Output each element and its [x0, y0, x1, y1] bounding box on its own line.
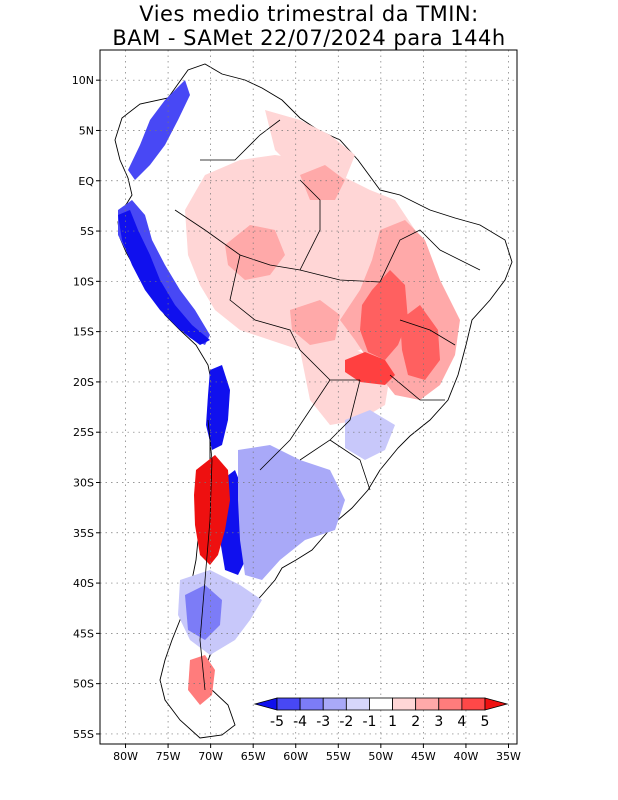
map-area: [100, 50, 517, 744]
anomaly-mid-blue-patagonia: [185, 585, 222, 640]
lon-tick-label: 50W: [368, 750, 393, 763]
colorbar-label: 2: [411, 714, 420, 730]
anomaly-light-red-guiana: [265, 110, 355, 185]
colorbar: -5 -4 -3 -2 -1 1 2 3 4 5: [253, 697, 509, 730]
colorbar-label: 4: [457, 714, 466, 730]
lat-tick-label: 40S: [73, 577, 94, 590]
lon-tick-label: 45W: [411, 750, 436, 763]
lat-tick-label: 45S: [73, 627, 94, 640]
colorbar-box: [299, 697, 324, 711]
anomaly-red-goias: [360, 270, 408, 360]
lon-tick-label: 35W: [496, 750, 521, 763]
lon-tick-label: 75W: [156, 750, 181, 763]
lat-tick-label: 10N: [72, 74, 94, 87]
lat-tick-label: EQ: [78, 175, 94, 188]
lat-tick-label: 30S: [73, 476, 94, 489]
colorbar-box: [438, 697, 463, 711]
colorbar-box: [415, 697, 440, 711]
colorbar-label: -1: [362, 714, 376, 730]
lat-tick-label: 10S: [73, 275, 94, 288]
lat-tick-label: 5N: [79, 124, 94, 137]
anomaly-mid-red-central-amazon: [225, 225, 285, 280]
map-title-line1: Vies medio trimestral da TMIN:: [139, 2, 479, 26]
country-borders: [174, 119, 481, 691]
anomaly-light-blue-south-brazil: [345, 410, 395, 460]
colorbar-box: [322, 697, 347, 711]
colorbar-box: [369, 697, 393, 711]
colorbar-box: [345, 697, 370, 711]
colorbar-box: [276, 697, 301, 711]
lon-tick-label: 55W: [326, 750, 351, 763]
lon-tick-label: 40W: [454, 750, 479, 763]
graticule: [100, 50, 517, 744]
anomaly-red-pantanal: [345, 352, 395, 385]
anomaly-blue-chile-north: [206, 365, 230, 450]
latitude-tick-labels: 10N 5N EQ 5S 10S 15S 20S 25S 30S 35S 40S 45S 50S 55S: [72, 74, 100, 741]
lat-tick-label: 50S: [73, 678, 94, 691]
anomaly-red-patagonia-south: [188, 655, 215, 705]
colorbar-right-arrow: [484, 697, 509, 711]
lat-tick-label: 35S: [73, 527, 94, 540]
colorbar-left-arrow: [253, 697, 278, 711]
colorbar-label: -4: [293, 714, 307, 730]
lon-tick-label: 65W: [241, 750, 266, 763]
colorbar-label: -3: [316, 714, 330, 730]
colorbar-box: [392, 697, 417, 711]
longitude-tick-labels: 80W 75W 70W 65W 60W 55W 50W 45W 40W 35W: [113, 744, 521, 763]
colorbar-label: 5: [481, 714, 490, 730]
lon-tick-label: 80W: [113, 750, 138, 763]
lat-tick-label: 55S: [73, 728, 94, 741]
colorbar-label: -2: [339, 714, 353, 730]
anomaly-mid-red-mato-grosso: [290, 300, 340, 345]
anomaly-light-blue-argentina: [238, 445, 345, 580]
map-frame: [99, 49, 518, 745]
colorbar-label: 3: [434, 714, 443, 730]
lat-tick-label: 5S: [80, 225, 94, 238]
anomaly-blue-andes-north: [128, 80, 190, 180]
lon-tick-label: 60W: [283, 750, 308, 763]
map-title-line2: BAM - SAMet 22/07/2024 para 144h: [112, 26, 506, 50]
lat-tick-label: 15S: [73, 326, 94, 339]
lat-tick-label: 25S: [73, 426, 94, 439]
colorbar-label: -5: [270, 714, 284, 730]
colorbar-box: [461, 697, 486, 711]
colorbar-label: 1: [388, 714, 397, 730]
lon-tick-label: 70W: [198, 750, 223, 763]
anomaly-strong-blue-peru: [118, 210, 210, 345]
lat-tick-label: 20S: [73, 376, 94, 389]
